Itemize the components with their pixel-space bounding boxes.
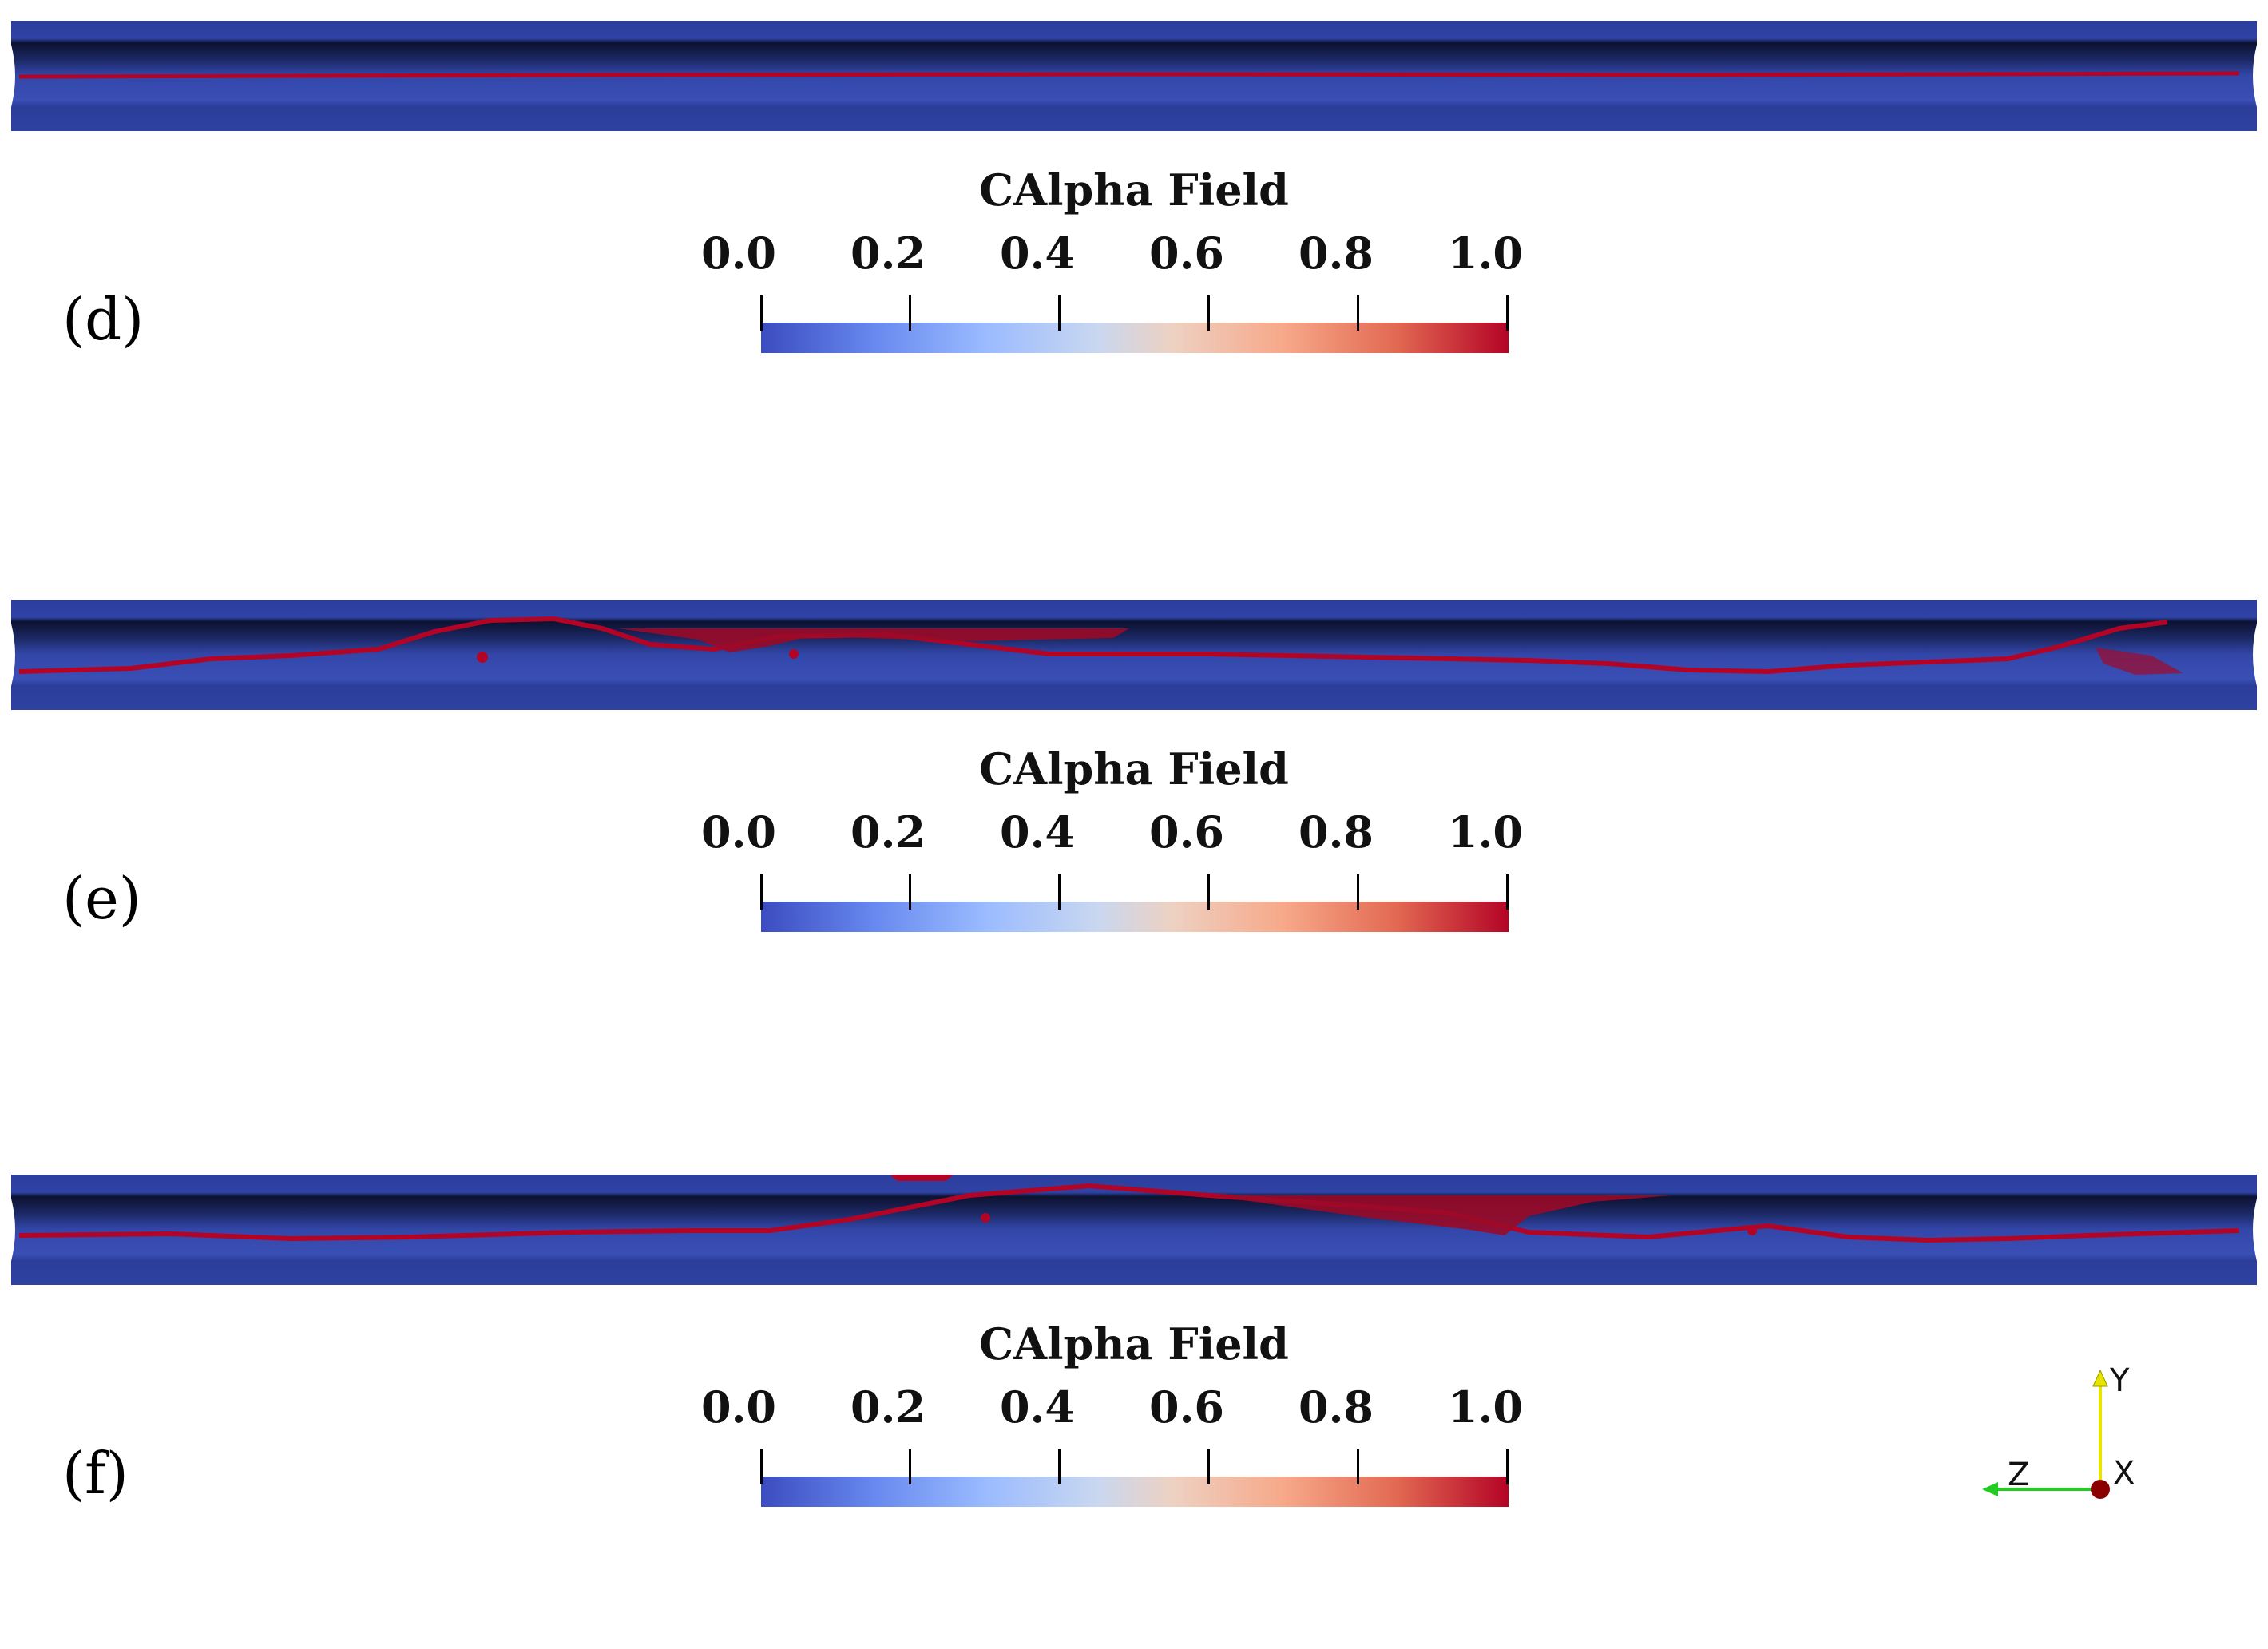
colorbar-title: CAlpha Field [979, 1318, 1289, 1370]
colorbar-tick [1207, 1449, 1210, 1484]
colorbar-tick-label: 0.6 [1149, 228, 1224, 279]
colorbar-gradient [761, 323, 1509, 353]
panel-label: (f) [62, 1440, 129, 1507]
colorbar-tick-label: 1.0 [1448, 1381, 1523, 1433]
colorbar-title: CAlpha Field [979, 743, 1289, 795]
colorbar-tick-label: 0.6 [1149, 807, 1224, 858]
colorbar-tick [1207, 874, 1210, 910]
axis-label-x: X [2113, 1455, 2135, 1492]
pipe-render-f [11, 1175, 2257, 1285]
colorbar-tick [1058, 1449, 1061, 1484]
colorbar-tick [760, 874, 763, 910]
colorbar-tick [1058, 295, 1061, 331]
colorbar-tick [1207, 295, 1210, 331]
colorbar-tick [1506, 295, 1509, 331]
axis-label-z: Z [2008, 1457, 2030, 1493]
colorbar-tick-label: 0.8 [1299, 807, 1374, 858]
panel-d: CAlpha Field 0.0 0.2 0.4 0.6 0.8 1.0 (d) [0, 0, 2268, 495]
colorbar-tick-label: 0.4 [1000, 807, 1075, 858]
pipe-render-d [11, 21, 2257, 131]
colorbar-tick-label: 1.0 [1448, 228, 1523, 279]
colorbar-tick [1506, 1449, 1509, 1484]
axes-triad-icon [1982, 1369, 2110, 1499]
panel-f: CAlpha Field 0.0 0.2 0.4 0.6 0.8 1.0 (f) [0, 1154, 2268, 1649]
colorbar-tick [1058, 874, 1061, 910]
pipe-render-e [11, 600, 2257, 710]
colorbar-tick [1357, 295, 1359, 331]
colorbar-tick-label: 1.0 [1448, 807, 1523, 858]
colorbar-tick [1357, 874, 1359, 910]
panel-e: CAlpha Field 0.0 0.2 0.4 0.6 0.8 1.0 (e) [0, 579, 2268, 1074]
colorbar-tick [1357, 1449, 1359, 1484]
colorbar-tick-label: 0.8 [1299, 228, 1374, 279]
colorbar-tick-label: 0.8 [1299, 1381, 1374, 1433]
colorbar-tick-label: 0.2 [850, 1381, 926, 1433]
colorbar-tick-label: 0.0 [701, 228, 776, 279]
colorbar-tick [760, 1449, 763, 1484]
colorbar-tick [909, 295, 911, 331]
colorbar-tick-label: 0.2 [850, 807, 926, 858]
colorbar-title: CAlpha Field [979, 165, 1289, 216]
colorbar-tick [1506, 874, 1509, 910]
colorbar-gradient [761, 902, 1509, 932]
colorbar-tick [909, 874, 911, 910]
colorbar-gradient [761, 1477, 1509, 1507]
colorbar-tick-label: 0.0 [701, 1381, 776, 1433]
colorbar-tick-label: 0.2 [850, 228, 926, 279]
colorbar-tick-label: 0.6 [1149, 1381, 1224, 1433]
colorbar-tick-label: 0.4 [1000, 228, 1075, 279]
orientation-axes: Y Z X [1973, 1358, 2148, 1517]
axis-label-y: Y [2110, 1362, 2130, 1399]
panel-label: (e) [62, 865, 141, 932]
colorbar-tick [909, 1449, 911, 1484]
colorbar-tick [760, 295, 763, 331]
panel-label: (d) [62, 286, 145, 353]
colorbar-tick-label: 0.4 [1000, 1381, 1075, 1433]
colorbar-tick-label: 0.0 [701, 807, 776, 858]
